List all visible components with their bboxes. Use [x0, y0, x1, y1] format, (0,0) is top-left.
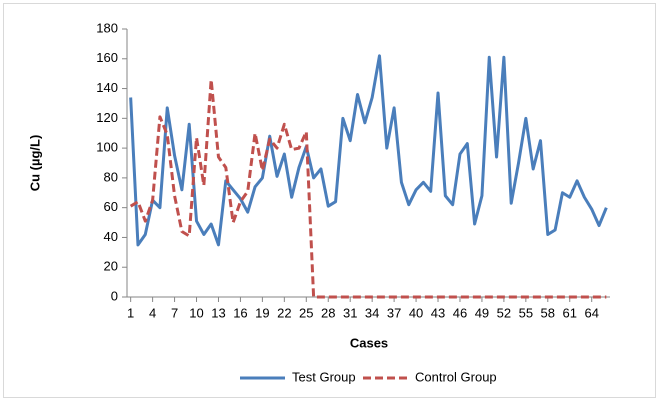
- y-tick-label: 140: [96, 80, 118, 95]
- x-tick-label: 37: [387, 305, 401, 320]
- y-tick-label: 0: [111, 288, 118, 303]
- x-tick-label: 28: [321, 305, 335, 320]
- x-tick-label: 52: [497, 305, 511, 320]
- x-tick-label: 4: [149, 305, 156, 320]
- x-tick-label: 31: [343, 305, 357, 320]
- legend-label: Control Group: [415, 369, 497, 384]
- x-tick-label: 13: [211, 305, 225, 320]
- y-tick-label: 80: [104, 169, 118, 184]
- x-tick-label: 61: [563, 305, 577, 320]
- chart-border: [3, 3, 656, 398]
- x-tick-label: 1: [127, 305, 134, 320]
- x-tick-label: 34: [365, 305, 379, 320]
- data-line: [129, 78, 607, 299]
- x-tick-label: 58: [541, 305, 555, 320]
- y-tick-label: 40: [104, 229, 118, 244]
- x-tick-label: 16: [233, 305, 247, 320]
- x-tick-label: 25: [299, 305, 313, 320]
- x-tick-label: 64: [584, 305, 598, 320]
- y-tick-label: 100: [96, 140, 118, 155]
- data-line: [129, 54, 608, 247]
- y-tick-label: 60: [104, 199, 118, 214]
- y-tick-label: 160: [96, 50, 118, 65]
- x-axis-label: Cases: [350, 335, 388, 350]
- x-tick-label: 46: [453, 305, 467, 320]
- x-tick-label: 43: [431, 305, 445, 320]
- x-tick-label: 19: [255, 305, 269, 320]
- y-axis-label: Cu (µg/L): [27, 135, 42, 192]
- x-tick-label: 7: [171, 305, 178, 320]
- x-tick-label: 55: [519, 305, 533, 320]
- y-tick-label: 120: [96, 110, 118, 125]
- x-tick-label: 22: [277, 305, 291, 320]
- y-tick-label: 180: [96, 20, 118, 35]
- x-tick-label: 49: [475, 305, 489, 320]
- y-tick-label: 20: [104, 259, 118, 274]
- x-tick-label: 10: [189, 305, 203, 320]
- x-tick-label: 40: [409, 305, 423, 320]
- legend-label: Test Group: [292, 369, 356, 384]
